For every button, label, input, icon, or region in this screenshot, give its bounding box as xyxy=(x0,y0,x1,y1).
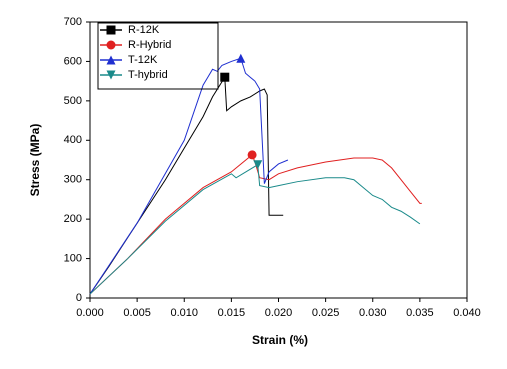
marker xyxy=(253,160,263,170)
legend-marker xyxy=(106,55,116,65)
x-axis-title: Strain (%) xyxy=(252,333,308,347)
x-tick-label: 0.005 xyxy=(123,307,151,319)
series-line xyxy=(89,163,421,295)
y-tick-label: 300 xyxy=(64,174,82,186)
x-tick-label: 0.020 xyxy=(265,307,293,319)
legend-label: T-hybrid xyxy=(128,69,168,81)
y-tick-label: 600 xyxy=(64,55,82,67)
legend-label: T-12K xyxy=(128,54,158,66)
x-tick-label: 0.000 xyxy=(76,307,104,319)
x-tick-label: 0.015 xyxy=(218,307,246,319)
legend-marker xyxy=(106,25,116,35)
x-tick-label: 0.025 xyxy=(312,307,340,319)
legend-label: R-Hybrid xyxy=(128,39,171,51)
x-tick-label: 0.030 xyxy=(359,307,387,319)
y-axis-title: Stress (MPa) xyxy=(28,124,42,197)
series-line xyxy=(89,75,284,295)
series-line xyxy=(89,57,289,295)
x-tick-label: 0.040 xyxy=(453,307,481,319)
y-tick-label: 400 xyxy=(64,134,82,146)
marker xyxy=(247,150,257,160)
y-tick-label: 500 xyxy=(64,95,82,107)
legend-box xyxy=(97,22,219,90)
marker xyxy=(220,72,230,82)
y-tick-label: 0 xyxy=(76,292,82,304)
x-tick-label: 0.035 xyxy=(406,307,434,319)
y-tick-label: 700 xyxy=(64,16,82,28)
legend-marker xyxy=(106,40,116,50)
series-line xyxy=(89,154,422,295)
x-tick-label: 0.010 xyxy=(170,307,198,319)
legend-marker xyxy=(106,70,116,80)
y-tick-label: 200 xyxy=(64,213,82,225)
y-tick-label: 100 xyxy=(64,252,82,264)
legend-label: R-12K xyxy=(128,24,160,36)
marker xyxy=(236,53,246,63)
